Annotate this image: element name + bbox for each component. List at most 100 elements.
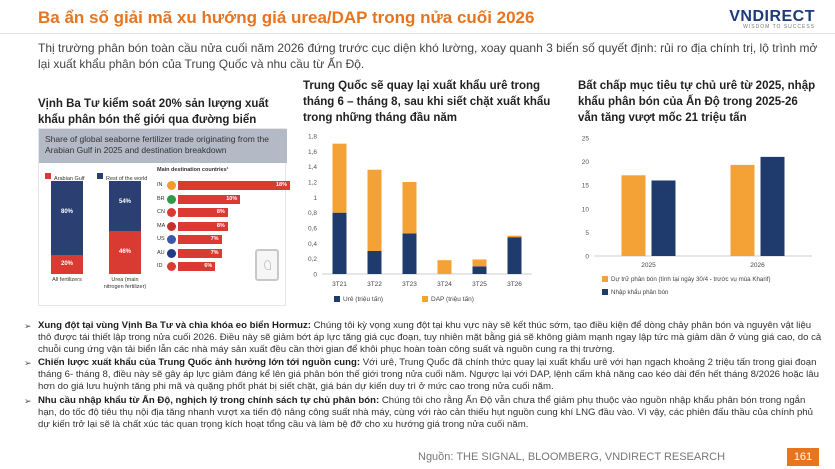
legend-label: Nhập khẩu phân bón (611, 289, 669, 296)
destination-bar: 8% (178, 208, 228, 217)
panel2-title: Trung Quốc sẽ quay lại xuất khẩu urê tro… (303, 80, 551, 124)
y-tick-label: 1,4 (308, 164, 317, 171)
bullet-item: ➢ Xung đột tại vùng Vịnh Ba Tư và chìa kh… (24, 320, 824, 356)
bullet-text: Chúng tôi kỳ vọng xung đột tại khu vực n… (38, 320, 822, 356)
page-number: 161 (787, 448, 819, 466)
x-tick-label: 3T21 (332, 281, 347, 288)
y-tick-label: 0,4 (308, 241, 317, 248)
y-tick-label: 15 (582, 183, 590, 190)
header-divider (0, 33, 835, 34)
arrow-icon: ➢ (24, 358, 32, 369)
y-tick-label: 1 (313, 195, 317, 202)
leaf-icon (264, 260, 271, 270)
legend-swatch-gulf (45, 172, 51, 179)
y-tick-label: 10 (582, 206, 590, 213)
flag-icon (167, 181, 176, 190)
bar-dap (402, 182, 417, 234)
bullet-list: ➢ Xung đột tại vùng Vịnh Ba Tư và chìa kh… (24, 320, 824, 432)
bullet-item: ➢ Nhu cầu nhập khẩu từ Ấn Độ, nghịch lý t… (24, 395, 824, 431)
destination-code: IN (157, 182, 163, 188)
destination-bar: 7% (178, 235, 222, 244)
legend-gulf-label: Arabian Gulf (54, 176, 85, 182)
x-tick-label: 3T24 (437, 281, 452, 288)
bar-urea (332, 212, 347, 274)
destination-bar: 18% (178, 181, 290, 190)
legend-label: DAP (triệu tấn) (431, 294, 474, 303)
bar-urea (367, 251, 382, 274)
bullet-heading: Chiến lược xuất khẩu của Trung Quốc ảnh … (38, 357, 361, 369)
destination-code: ID (157, 263, 163, 269)
bar-import (760, 156, 785, 256)
bar-urea (472, 266, 487, 274)
x-tick-label: 2026 (750, 262, 765, 269)
destination-bar: 8% (178, 221, 228, 231)
flag-icon (167, 208, 176, 217)
y-tick-label: 5 (585, 230, 589, 237)
panel1-title: Vịnh Ba Tư kiểm soát 20% sản lượng xuất … (38, 98, 269, 126)
bullet-heading: Xung đột tại vùng Vịnh Ba Tư và chìa khó… (38, 320, 311, 331)
stack-gulf-value: 46% (109, 231, 141, 274)
stack-rest-value: 80% (60, 209, 73, 215)
stack-label: All fertilizers (52, 277, 82, 283)
destination-bar: 7% (178, 248, 222, 258)
bar-urea (402, 233, 417, 274)
china-export-chart: 0 0,2 0,4 0,6 0,8 1 1,2 1,4 1,6 1,8 3T21 3T22 3T23 3T… (308, 134, 532, 303)
legend-swatch (602, 289, 608, 295)
bar-dap (437, 260, 452, 274)
stack-label: Urea (main nitrogen fertilizer) (103, 277, 147, 290)
destination-code: CN (157, 209, 165, 215)
stack-rest-value: 54% (118, 199, 131, 205)
y-tick-label: 0,8 (308, 210, 317, 217)
destination-code: US (157, 236, 165, 242)
bar-dap (472, 259, 487, 267)
legend-swatch-rest (97, 172, 104, 179)
stack-all-fertilizers: 80% 20% (51, 181, 83, 274)
bar-reserve (730, 164, 755, 256)
destination-code: AU (157, 249, 165, 256)
y-tick-label: 1,8 (308, 134, 317, 141)
stack-gulf-value: 20% (51, 255, 83, 274)
bullet-text: Chúng tôi cho rằng Ấn Độ vẫn chưa thể gi… (38, 394, 813, 430)
y-tick-label: 0,2 (308, 256, 317, 263)
legend-label: Dự trữ phân bón (tính tại ngày 30/4 - tr… (611, 276, 771, 283)
fertilizer-bag-icon (255, 249, 279, 281)
destination-code: BR (157, 195, 165, 202)
destination-bar: 6% (178, 262, 216, 271)
x-tick-label: 3T26 (507, 281, 522, 288)
bar-import (651, 180, 676, 256)
stack-urea: 54% 46% (109, 181, 141, 274)
destination-bar: 10% (178, 194, 241, 204)
y-tick-label: 1,2 (308, 180, 317, 187)
y-tick-label: 1,6 (308, 149, 317, 156)
x-tick-label: 3T22 (367, 281, 382, 288)
gulf-fertilizer-infographic: Share of global seaborne fertilizer trad… (38, 128, 290, 306)
infographic-legend: Arabian Gulf Rest of the world (45, 167, 147, 185)
destination-code: MA (157, 222, 166, 229)
legend-label: Urê (triệu tấn) (343, 294, 383, 303)
bar-dap (507, 235, 522, 238)
legend-swatch (602, 276, 608, 282)
bar-urea (507, 237, 522, 274)
flag-icon (167, 248, 176, 258)
panel3-title: Bất chấp mục tiêu tự chủ urê từ 2025, nh… (578, 80, 816, 124)
flag-icon (167, 262, 176, 271)
bar-dap (332, 143, 347, 213)
y-tick-label: 25 (582, 136, 590, 143)
page-title: Ba ẩn số giải mã xu hướng giá urea/DAP t… (38, 8, 535, 27)
arrow-icon: ➢ (24, 321, 32, 331)
x-tick-label: 3T23 (402, 281, 417, 288)
vndirect-logo: VNDIRECT WISDOM TO SUCCESS (729, 8, 815, 30)
logo-text: VNDIRECT (729, 8, 815, 25)
bar-reserve (621, 175, 646, 256)
logo-tagline: WISDOM TO SUCCESS (743, 24, 815, 30)
y-tick-label: 0 (585, 254, 589, 261)
x-tick-label: 3T25 (472, 281, 487, 288)
y-tick-label: 0 (313, 272, 317, 279)
y-tick-label: 20 (582, 159, 590, 166)
intro-paragraph: Thị trường phân bón toàn cầu nửa cuối nă… (38, 41, 818, 71)
source-note: Nguồn: THE SIGNAL, BLOOMBERG, VNDIRECT R… (418, 451, 726, 463)
legend-swatch (422, 296, 428, 302)
legend-rest-label: Rest of the world (106, 176, 148, 182)
infographic-heading: Share of global seaborne fertilizer trad… (39, 129, 287, 163)
